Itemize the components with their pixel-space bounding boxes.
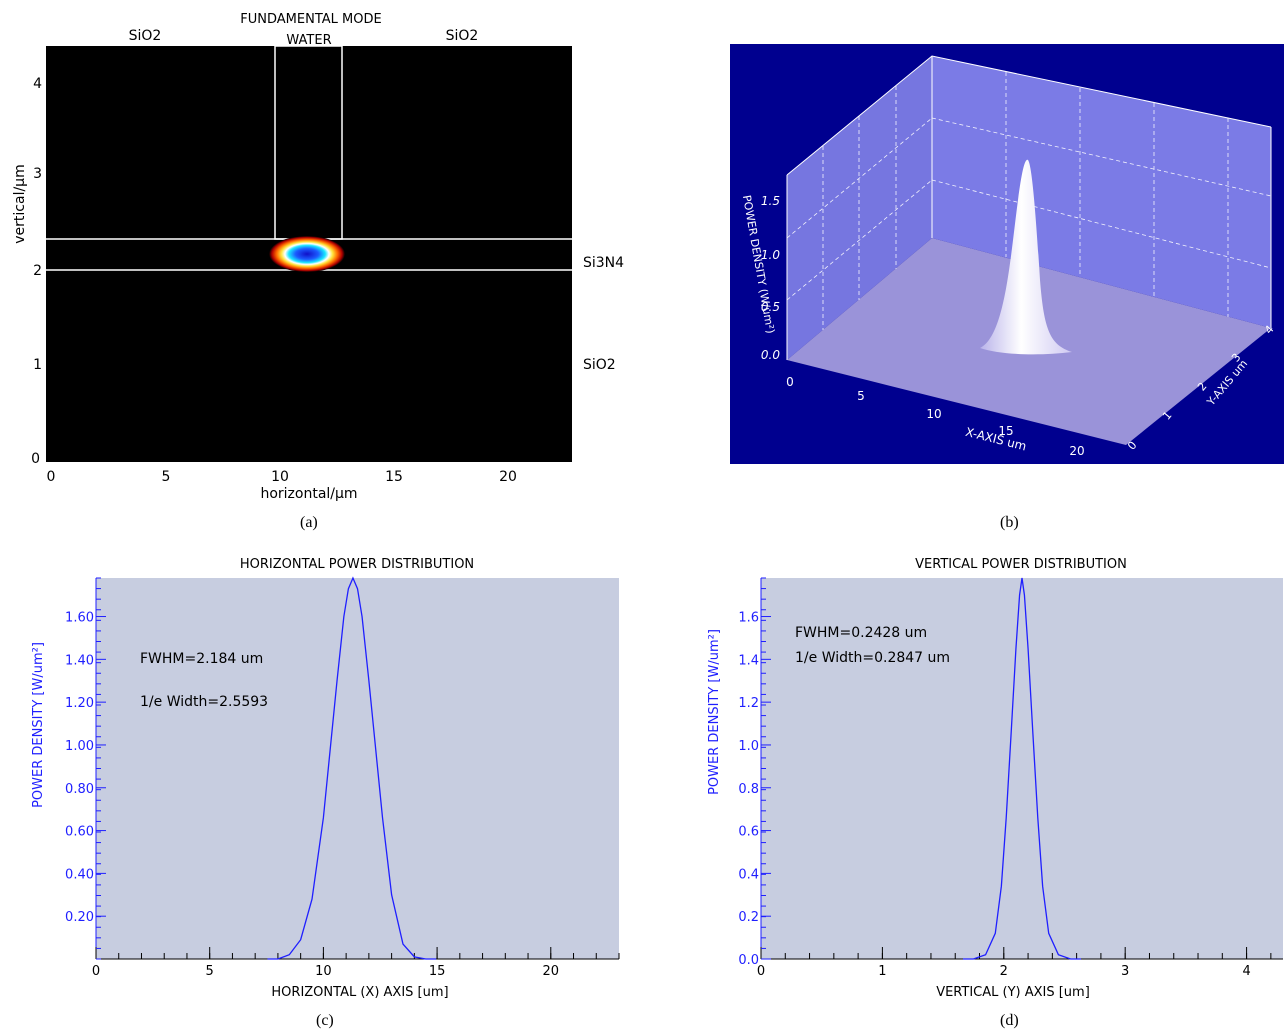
panel-c-title: HORIZONTAL POWER DISTRIBUTION — [240, 557, 474, 572]
y-tick-label: 3 — [33, 166, 42, 182]
panel-c-y-label: POWER DENSITY [W/um²] — [31, 642, 46, 808]
y-tick-label: 1 — [33, 357, 42, 373]
panel-c: HORIZONTAL POWER DISTRIBUTION 0 5 10 15 20 0.… — [31, 557, 620, 1000]
region-label-center-top: WATER — [286, 33, 331, 48]
x-tick-label: 2 — [1000, 964, 1008, 979]
y-tick-label: 0.2 — [738, 910, 759, 925]
y-tick-label: 0.8 — [738, 782, 759, 797]
power-distribution-curve — [267, 576, 437, 960]
x-tick-label: 10 — [271, 469, 289, 485]
panel-d-plot-area — [761, 578, 1283, 959]
y-tick-label: 1.00 — [65, 739, 94, 754]
y-tick-label: 1.40 — [65, 653, 94, 668]
panel-b-z-ticks: 0.0 0.5 1.0 1.5 — [761, 194, 780, 362]
x-tick-label: 4 — [1242, 964, 1250, 979]
panel-a-y-label: vertical/µm — [12, 164, 28, 243]
x-tick-label: 5 — [206, 964, 214, 979]
panel-d-marks: 0 1 2 3 4 0.0 0.2 0.4 0.6 0.8 1.0 1.2 1.4 1.6 — [738, 577, 1283, 979]
y-tick-label: 0.6 — [738, 825, 759, 840]
y-tick-label: 4 — [33, 76, 42, 92]
y-tick-label: 0.20 — [65, 910, 94, 925]
z-tick-label: 0.0 — [761, 348, 780, 362]
z-tick-label: 1.0 — [761, 248, 780, 262]
x-tick-label: 0 — [757, 964, 765, 979]
z-tick-label: 0.5 — [761, 300, 780, 314]
panel-a-title: FUNDAMENTAL MODE — [240, 12, 381, 27]
panel-d-title: VERTICAL POWER DISTRIBUTION — [915, 557, 1127, 572]
y-tick-label: 0.4 — [738, 867, 759, 882]
panel-d-annotation: FWHM=0.2428 um — [795, 625, 927, 641]
x-tick-label: 20 — [1069, 444, 1084, 458]
power-density-peak — [980, 159, 1072, 355]
panel-a-y-ticks: 0 1 2 3 4 — [31, 76, 42, 467]
x-tick-label: 10 — [315, 964, 332, 979]
y-tick-label: 1.20 — [65, 696, 94, 711]
panel-c-plot-area — [96, 578, 619, 959]
box-edges — [786, 55, 1272, 360]
panel-b-x-ticks: 0 5 10 15 20 — [786, 375, 1084, 458]
panel-c-x-label: HORIZONTAL (X) AXIS [um] — [271, 985, 448, 1000]
y-tick-label: 0.60 — [65, 825, 94, 840]
y-tick-label: 1.2 — [738, 696, 759, 711]
x-tick-label: 5 — [162, 469, 171, 485]
x-tick-label: 0 — [92, 964, 100, 979]
x-tick-label: 15 — [998, 424, 1013, 438]
region-label-substrate: SiO2 — [583, 357, 616, 373]
y-tick-label: 0 — [31, 451, 40, 467]
x-tick-label: 20 — [543, 964, 560, 979]
x-tick-label: 0 — [47, 469, 56, 485]
x-tick-label: 15 — [385, 469, 403, 485]
panel-c-marks: 0 5 10 15 20 0.20 0.40 0.60 0.80 1.00 1.20 1.40 1.60 — [65, 576, 620, 979]
x-tick-label: 0 — [786, 375, 794, 389]
panel-c-annotation: 1/e Width=2.5593 — [140, 694, 268, 710]
y-tick-label: 0.0 — [738, 953, 759, 968]
region-label-core: Si3N4 — [583, 255, 624, 271]
x-tick-label: 15 — [429, 964, 446, 979]
panel-d-y-label: POWER DENSITY [W/um²] — [707, 629, 722, 795]
region-label-right-top: SiO2 — [446, 28, 479, 44]
y-tick-label: 2 — [33, 263, 42, 279]
caption-b: (b) — [1000, 514, 1019, 531]
caption-d: (d) — [1000, 1012, 1019, 1029]
panel-d: VERTICAL POWER DISTRIBUTION 0 1 2 3 40.00.20… — [707, 557, 1283, 1000]
y-tick-label: 1.0 — [738, 739, 759, 754]
caption-a: (a) — [300, 514, 318, 531]
panel-a-x-label: horizontal/µm — [260, 486, 357, 502]
panel-c-annotation: FWHM=2.184 um — [140, 651, 263, 667]
caption-c: (c) — [316, 1012, 334, 1029]
panel-d-x-label: VERTICAL (Y) AXIS [um] — [936, 985, 1090, 1000]
x-tick-label: 5 — [857, 389, 865, 403]
mode-intensity-spot — [269, 236, 345, 272]
y-tick-label: 1.4 — [738, 653, 759, 668]
y-tick-label: 0.40 — [65, 867, 94, 882]
x-tick-label: 1 — [878, 964, 886, 979]
x-tick-label: 10 — [926, 407, 941, 421]
x-tick-label: 3 — [1121, 964, 1129, 979]
x-tick-label: 20 — [499, 469, 517, 485]
panel-b: 0.0 0.5 1.0 1.5 POWER DENSITY (W/um²) 0 … — [730, 44, 1284, 464]
region-label-left-top: SiO2 — [129, 28, 162, 44]
y-tick-label: 0.80 — [65, 782, 94, 797]
panel-a: FUNDAMENTAL MODE SiO2 WATER SiO2 Si3N4 S… — [12, 12, 624, 502]
wall-grid — [786, 72, 1272, 330]
y-tick-label: 1.6 — [738, 611, 759, 626]
y-tick-label: 1.60 — [65, 611, 94, 626]
panel-d-annotation: 1/e Width=0.2847 um — [795, 650, 950, 666]
z-tick-label: 1.5 — [761, 194, 780, 208]
panel-a-x-ticks: 0 5 10 15 20 — [47, 469, 517, 485]
power-distribution-curve — [963, 577, 1081, 960]
